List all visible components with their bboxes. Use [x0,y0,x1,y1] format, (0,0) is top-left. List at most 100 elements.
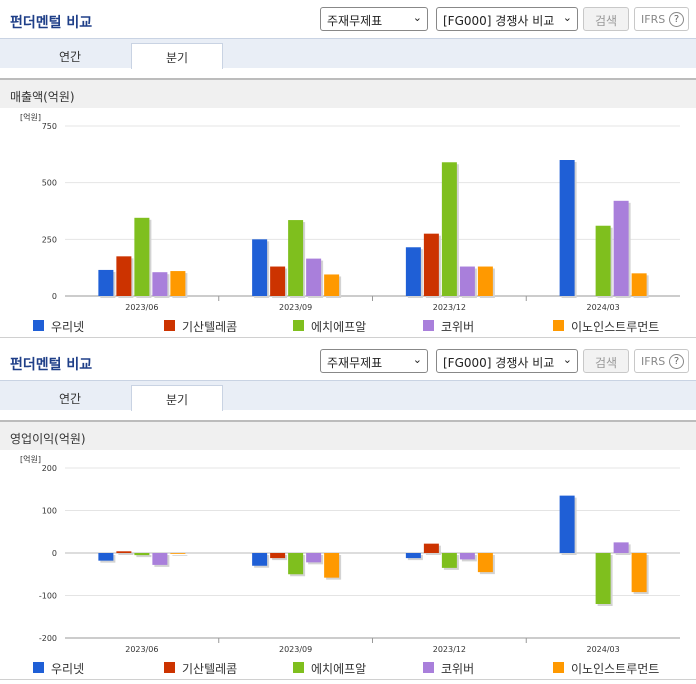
ifrs-label: IFRS [641,355,666,368]
bar-에치에프알-2023/12[interactable] [441,553,457,568]
bar-우리넷-2023/06[interactable] [98,553,114,561]
bar-shadow [136,555,152,558]
bar-코위버-2023/12[interactable] [459,553,475,560]
chart-title: 매출액(억원) [10,90,75,104]
bar-코위버-2024/03[interactable] [613,542,629,553]
legend-item[interactable]: 우리넷 [33,660,84,677]
legend-label: 코위버 [441,320,475,334]
legend-swatch [293,662,304,673]
peer-select[interactable]: [FG000] 경쟁사 비교 ⌄ [436,7,578,31]
x-tick-label: 2024/03 [587,645,620,654]
bar-우리넷-2023/09[interactable] [252,239,268,296]
search-button[interactable]: 검색 [583,349,629,373]
ifrs-help-button[interactable]: IFRS ? [634,349,689,373]
bar-코위버-2023/06[interactable] [152,272,168,296]
legend-item[interactable]: 코위버 [423,318,474,335]
legend-swatch [33,320,44,331]
operating-profit-chart-area: [억원] -200 -100 0 100 200 2023/06 2023/09 2023/12… [0,450,696,680]
chevron-down-icon: ⌄ [562,353,572,366]
legend-swatch [423,320,434,331]
legend-item[interactable]: 에치에프알 [293,318,366,335]
bar-기산텔레콤-2023/09[interactable] [270,266,286,296]
legend-item[interactable]: 에치에프알 [293,660,366,677]
peer-select-value: [FG000] 경쟁사 비교 [443,14,555,28]
x-tick-label: 2024/03 [587,303,620,312]
operating-profit-chart: [억원] -200 -100 0 100 200 2023/06 2023/09 2023/12… [20,454,680,654]
bar-우리넷-2024/03[interactable] [559,160,575,296]
bar-이노인스트루먼트-2023/09[interactable] [324,553,340,578]
ifrs-help-button[interactable]: IFRS ? [634,7,689,31]
legend-item[interactable]: 기산텔레콤 [164,660,237,677]
panel-header: 펀더멘털 비교 주재무제표 ⌄ [FG000] 경쟁사 비교 ⌄ 검색 IFRS… [0,342,696,380]
bar-코위버-2023/09[interactable] [306,553,322,563]
chart-legend: 우리넷 기산텔레콤 에치에프알 코위버 이노인스트루먼트 [0,316,696,336]
bar-우리넷-2023/12[interactable] [405,247,421,296]
panel-title: 펀더멘털 비교 [10,15,93,31]
chevron-down-icon: ⌄ [412,11,422,24]
bar-우리넷-2023/12[interactable] [405,553,421,559]
bar-에치에프알-2024/03[interactable] [595,553,611,604]
tab-quarterly[interactable]: 분기 [131,385,223,411]
ifrs-label: IFRS [641,13,666,26]
legend-label: 우리넷 [51,320,85,334]
peer-select[interactable]: [FG000] 경쟁사 비교 ⌄ [436,349,578,373]
statement-select[interactable]: 주재무제표 ⌄ [320,349,428,373]
bar-에치에프알-2023/09[interactable] [288,220,304,296]
statement-select-value: 주재무제표 [327,14,383,28]
legend-label: 기산텔레콤 [182,320,238,334]
chart-legend: 우리넷 기산텔레콤 에치에프알 코위버 이노인스트루먼트 [0,658,696,678]
y-unit-label: [억원] [20,112,41,122]
revenue-chart: [억원] 0 250 500 750 2023/06 2023/09 2023/12 2024/… [20,112,680,312]
bar-에치에프알-2023/12[interactable] [441,162,457,296]
bar-우리넷-2024/03[interactable] [559,495,575,553]
bar-기산텔레콤-2023/12[interactable] [423,233,439,296]
legend-item[interactable]: 코위버 [423,660,474,677]
bar-이노인스트루먼트-2024/03[interactable] [631,553,647,593]
bar-코위버-2024/03[interactable] [613,200,629,296]
period-tabs: 연간 분기 [0,380,696,411]
legend-item[interactable]: 이노인스트루먼트 [553,318,659,335]
tab-annual[interactable]: 연간 [58,392,82,406]
bar-코위버-2023/06[interactable] [152,553,168,565]
statement-select[interactable]: 주재무제표 ⌄ [320,7,428,31]
bar-에치에프알-2023/09[interactable] [288,553,304,575]
x-tick-label: 2023/12 [433,645,466,654]
bar-에치에프알-2023/06[interactable] [134,217,150,296]
bar-우리넷-2023/06[interactable] [98,269,114,296]
bar-이노인스트루먼트-2023/12[interactable] [477,553,493,573]
bar-이노인스트루먼트-2023/06[interactable] [170,271,186,296]
bar-이노인스트루먼트-2024/03[interactable] [631,273,647,296]
bar-코위버-2023/09[interactable] [306,258,322,296]
revenue-chart-area: [억원] 0 250 500 750 2023/06 2023/09 2023/12 2024/… [0,108,696,338]
period-tabs: 연간 분기 [0,38,696,69]
legend-item[interactable]: 우리넷 [33,318,84,335]
legend-item[interactable]: 기산텔레콤 [164,318,237,335]
legend-swatch [553,662,564,673]
bar-에치에프알-2024/03[interactable] [595,225,611,296]
legend-label: 이노인스트루먼트 [571,662,660,676]
bar-이노인스트루먼트-2023/09[interactable] [324,274,340,296]
tab-annual[interactable]: 연간 [58,50,82,64]
search-button[interactable]: 검색 [583,7,629,31]
bar-이노인스트루먼트-2023/06[interactable] [170,553,186,554]
statement-select-value: 주재무제표 [327,356,383,370]
chart-title-bar: 매출액(억원) [0,78,696,108]
y-tick-label: 500 [42,179,57,188]
tab-quarterly[interactable]: 분기 [131,43,223,69]
legend-item[interactable]: 이노인스트루먼트 [553,660,659,677]
bar-에치에프알-2023/06[interactable] [134,553,150,556]
bar-기산텔레콤-2023/12[interactable] [423,543,439,553]
panel-title: 펀더멘털 비교 [10,357,93,373]
y-tick-label: -100 [39,592,57,601]
legend-swatch [33,662,44,673]
bar-이노인스트루먼트-2023/12[interactable] [477,266,493,296]
bar-코위버-2023/12[interactable] [459,266,475,296]
bar-우리넷-2023/09[interactable] [252,553,268,566]
bar-기산텔레콤-2023/09[interactable] [270,553,286,559]
bar-기산텔레콤-2023/06[interactable] [116,256,132,296]
help-icon: ? [669,354,684,369]
bar-기산텔레콤-2023/06[interactable] [116,551,132,553]
y-tick-label: 0 [52,549,57,558]
y-tick-label: 250 [42,235,57,244]
y-tick-label: 100 [42,507,57,516]
